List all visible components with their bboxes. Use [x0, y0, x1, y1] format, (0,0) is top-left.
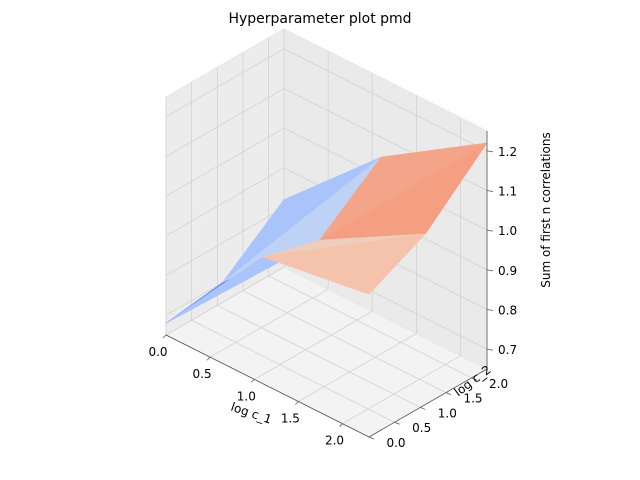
grid-line-x [209, 288, 329, 358]
grid-line-z [165, 48, 285, 118]
z-tick-label: 0.9 [498, 264, 517, 278]
z-tick-label: 0.8 [498, 304, 517, 318]
grid-line-y [268, 275, 472, 379]
surface [165, 142, 488, 324]
x-axis-line [165, 334, 370, 438]
grid-line-y [217, 305, 421, 408]
y-tick-label: 0.0 [386, 436, 405, 450]
z-tick-mark [486, 190, 494, 192]
y-tick-mark [368, 436, 375, 440]
z-tick-mark [486, 309, 494, 311]
z-tick-label: 1.1 [498, 185, 517, 199]
grid-line-z [283, 48, 488, 152]
chart-title: Hyperparameter plot pmd [228, 11, 411, 27]
x-tick-label: 1.5 [281, 412, 300, 426]
z-tick-mark [486, 229, 494, 232]
z-tick-mark [486, 348, 494, 351]
grid-line-x [298, 333, 417, 402]
axis-ticks: 0.0 0.5 1.0 1.5 2.0 0.0 0.5 1.0 1.5 2.0 0.7 0.8 0.9 1… [148, 131, 517, 450]
z-tick-label: 1.0 [498, 224, 517, 238]
z-tick-label: 1.2 [498, 145, 517, 159]
y-tick-label: 1.5 [463, 392, 482, 406]
x-tick-label: 0.0 [148, 345, 167, 359]
z-tick-label: 0.7 [498, 343, 517, 357]
x-tick-mark [206, 356, 211, 361]
grid-line-y [191, 319, 395, 423]
z-tick-mark [486, 269, 494, 272]
grid-line-z [165, 88, 285, 157]
x-tick-mark [339, 423, 343, 427]
x-tick-label: 2.0 [325, 434, 344, 448]
z-axis-label: Sum of first n correlations [539, 132, 553, 287]
x-tick-mark [295, 401, 299, 405]
x-tick-label: 0.5 [193, 367, 212, 381]
y-tick-mark [471, 377, 477, 381]
y-tick-mark [394, 421, 400, 425]
grid-line-x [342, 355, 461, 425]
y-tick-label: 2.0 [489, 377, 508, 391]
grid-line-y [242, 290, 447, 394]
grid-line-x [254, 311, 373, 380]
y-tick-mark [445, 392, 452, 396]
grid-line-x [165, 266, 285, 336]
z-tick-mark [486, 150, 494, 153]
x-tick-mark [250, 379, 255, 383]
y-tick-label: 0.5 [412, 421, 431, 435]
y-axis-line [368, 368, 488, 438]
y-tick-label: 1.0 [438, 406, 457, 420]
x-axis-label: log c_1 [229, 400, 274, 427]
x-tick-mark [162, 334, 167, 339]
grid-line-z [165, 207, 285, 276]
y-tick-mark [420, 407, 426, 410]
grid-line-z [165, 127, 285, 197]
grid-line-z [165, 167, 285, 237]
surface-facet [262, 233, 426, 295]
x-tick-label: 1.0 [237, 389, 256, 403]
